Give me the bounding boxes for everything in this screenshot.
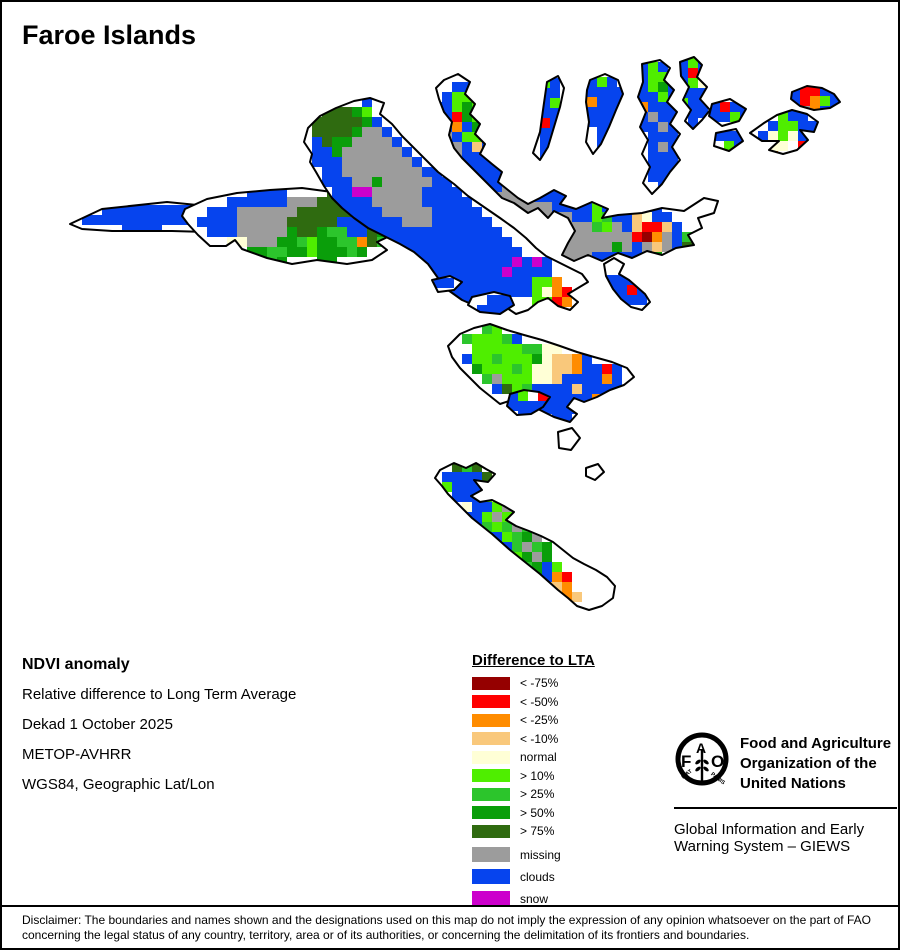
info-heading: NDVI anomaly [22, 656, 130, 673]
legend-special-classes: missing clouds snow [472, 847, 662, 906]
island-outline-bordoy [637, 59, 681, 195]
legend-row: < -25% [472, 713, 662, 727]
legend-label: > 50% [520, 805, 555, 820]
legend: Difference to LTA < -75% < -50% < -25% < -1… [472, 652, 662, 913]
legend-row: < -75% [472, 676, 662, 690]
legend-label: < -75% [520, 676, 559, 690]
legend-row: missing [472, 847, 662, 862]
page-title: Faroe Islands [22, 20, 197, 50]
legend-label: > 10% [520, 768, 555, 783]
giews-line-2: Warning System – GIEWS [674, 838, 851, 855]
legend-swatch [472, 806, 510, 819]
fao-block: F O A FIAT PANIS Food and Agriculture Or… [674, 731, 898, 855]
legend-label: clouds [520, 869, 555, 884]
island-outline-kalsoy [532, 75, 565, 161]
legend-row: > 10% [472, 769, 662, 783]
legend-label: normal [520, 750, 557, 764]
island-outline-fugloy [790, 85, 841, 111]
island-outline-koltur [431, 275, 463, 293]
legend-title: Difference to LTA [472, 652, 595, 669]
legend-swatch [472, 769, 510, 782]
legend-row: > 25% [472, 787, 662, 801]
svg-text:F: F [681, 752, 691, 771]
info-line-sensor: METOP-AVHRR [22, 746, 132, 763]
island-outline-skuvoy [506, 389, 551, 416]
island-outline-streymoy [303, 97, 589, 315]
giews-line-1: Global Information and Early [674, 821, 865, 838]
island-outline-suduroy [434, 462, 616, 611]
island-cells-koltur [434, 278, 454, 288]
legend-row: snow [472, 891, 662, 906]
island-outline-sandoy [447, 323, 635, 423]
legend-swatch [472, 732, 510, 745]
legend-row: > 50% [472, 806, 662, 820]
fao-org-name: Food and Agriculture Organization of the… [740, 731, 891, 794]
legend-classes: < -75% < -50% < -25% < -10% normal > 10% > 25%… [472, 676, 662, 838]
legend-row: < -50% [472, 695, 662, 709]
legend-label: > 75% [520, 824, 555, 838]
legend-row: > 75% [472, 824, 662, 838]
giews-label: Global Information and Early Warning Sys… [674, 821, 898, 855]
svg-text:O: O [711, 752, 724, 771]
legend-swatch [472, 695, 510, 708]
legend-label: missing [520, 847, 561, 862]
fao-logo-icon: F O A FIAT PANIS [675, 732, 729, 787]
island-outline-svinoy [749, 109, 819, 155]
legend-swatch [472, 713, 510, 727]
legend-label: < -50% [520, 694, 559, 709]
info-line-product: Relative difference to Long Term Average [22, 686, 297, 703]
fao-org-line-3: United Nations [740, 775, 846, 792]
island-outline-hestur [467, 291, 515, 315]
legend-swatch [472, 676, 510, 690]
fao-header: F O A FIAT PANIS Food and Agriculture Or… [674, 731, 898, 794]
disclaimer-line-2: concerning the legal status of any count… [22, 927, 750, 942]
legend-swatch [472, 891, 510, 906]
legend-swatch [472, 750, 510, 764]
legend-row: normal [472, 750, 662, 764]
fao-divider [674, 807, 897, 809]
island-outline-vidoy [679, 56, 711, 130]
legend-label: > 25% [520, 787, 555, 801]
island-cells-suduroy [442, 463, 582, 610]
island-outline-vidoy-east [708, 98, 747, 127]
island-outline-eysturoy [435, 73, 719, 262]
fao-org-line-1: Food and Agriculture [740, 735, 892, 752]
info-line-dekad: Dekad 1 October 2025 [22, 716, 173, 733]
island-outline-vagar [181, 187, 405, 265]
svg-text:A: A [696, 740, 706, 756]
island-cells-skuvoy [508, 391, 548, 415]
legend-swatch [472, 847, 510, 862]
fao-org-line-2: Organization of the [740, 755, 877, 772]
info-line-projection: WGS84, Geographic Lat/Lon [22, 776, 215, 793]
island-outline-litla-dimun [585, 463, 605, 481]
disclaimer-line-1: Disclaimer: The boundaries and names sho… [22, 913, 871, 927]
legend-label: < -10% [520, 731, 559, 746]
island-outline-stora-dimun [557, 427, 581, 451]
legend-label: < -25% [520, 713, 559, 727]
island-outline-nolsoy [603, 257, 651, 311]
legend-row: < -10% [472, 732, 662, 746]
island-cells-bordoy [638, 62, 680, 192]
legend-label: snow [520, 891, 549, 906]
legend-swatch [472, 787, 510, 801]
island-outline-bordoy-east [713, 128, 744, 152]
legend-row: clouds [472, 869, 662, 884]
map-info-block: NDVI anomaly Relative difference to Long… [22, 656, 296, 793]
legend-swatch [472, 824, 510, 838]
legend-swatch [472, 869, 510, 884]
island-outline-kunoy [585, 73, 624, 155]
disclaimer: Disclaimer: The boundaries and names sho… [2, 905, 898, 948]
